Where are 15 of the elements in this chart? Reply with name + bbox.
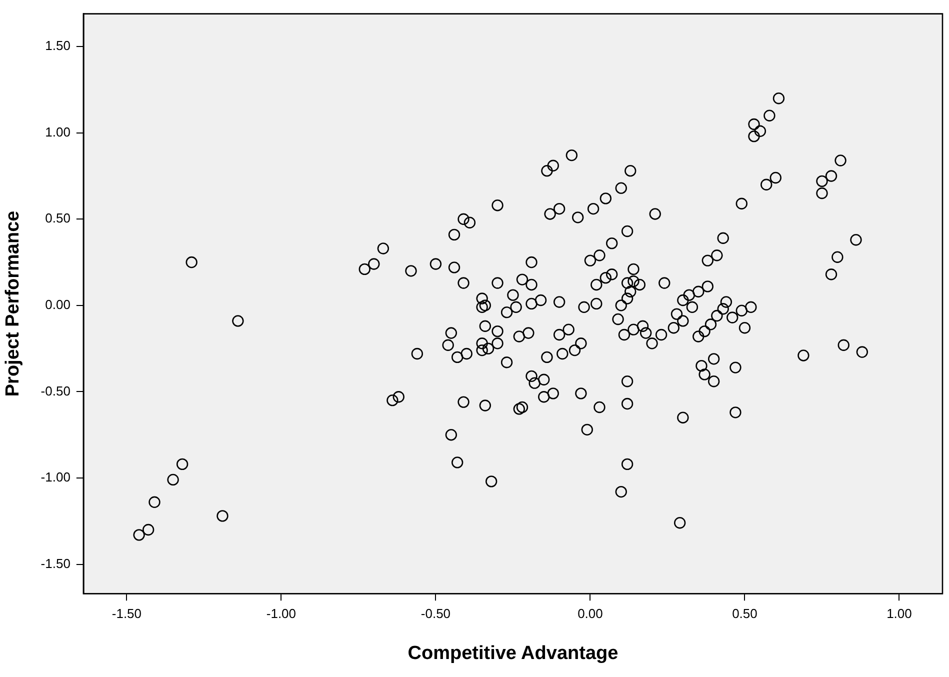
x-tick-label: -0.50 <box>420 606 451 621</box>
x-tick-label: -1.00 <box>266 606 296 621</box>
y-tick-label: -1.00 <box>40 470 70 485</box>
x-tick-label: 0.50 <box>732 606 758 621</box>
x-tick-label: 0.00 <box>578 606 603 621</box>
y-tick-label: 0.00 <box>45 297 70 312</box>
x-tick-label: 1.00 <box>886 606 912 621</box>
y-tick-label: -0.50 <box>40 383 70 398</box>
y-tick-label: -1.50 <box>40 556 70 571</box>
y-tick-label: 1.00 <box>45 124 70 140</box>
y-tick-label: 0.50 <box>45 210 70 226</box>
x-tick-label: -1.50 <box>112 606 142 621</box>
x-axis-title: Competitive Advantage <box>408 642 618 664</box>
y-axis-title: Project Performance <box>2 210 24 397</box>
y-tick-label: 1.50 <box>45 38 70 54</box>
